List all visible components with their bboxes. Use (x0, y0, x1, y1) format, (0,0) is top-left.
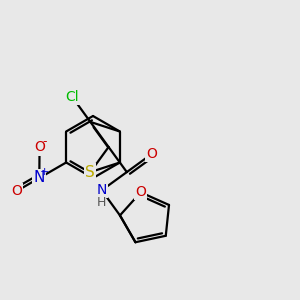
Text: O: O (146, 147, 157, 161)
Text: O: O (34, 140, 45, 154)
Text: H: H (97, 196, 106, 209)
Text: O: O (11, 184, 22, 198)
Text: Cl: Cl (65, 90, 79, 104)
Text: O: O (135, 185, 146, 199)
Text: -: - (42, 135, 47, 148)
Text: N: N (97, 183, 107, 197)
Text: +: + (40, 167, 49, 177)
Text: S: S (85, 165, 95, 180)
Text: N: N (34, 170, 45, 185)
